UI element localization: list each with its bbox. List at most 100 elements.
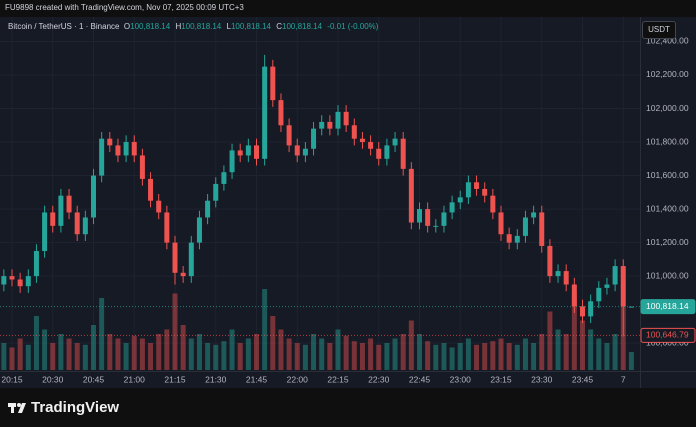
- candle-body: [74, 212, 80, 235]
- x-tick-label: 22:45: [409, 374, 431, 384]
- x-tick-label: 23:15: [490, 374, 512, 384]
- volume-bar: [188, 338, 194, 370]
- x-tick-label: 23:45: [572, 374, 594, 384]
- ohlc-value: 100,818.14: [230, 22, 271, 31]
- volume-bar: [628, 352, 634, 370]
- candle-body: [612, 266, 618, 285]
- volume-bar: [376, 344, 382, 370]
- candle-body: [1, 276, 7, 285]
- volume-bar: [343, 335, 349, 370]
- candle-body: [555, 271, 561, 277]
- volume-bar: [229, 329, 235, 370]
- volume-bar: [205, 343, 211, 370]
- candle-body: [506, 234, 512, 243]
- candle-body: [384, 145, 390, 159]
- volume-bar: [196, 334, 202, 370]
- x-tick-label: 21:00: [124, 374, 146, 384]
- volume-bar: [17, 338, 23, 370]
- volume-bar: [33, 316, 39, 370]
- candle-body: [628, 306, 634, 308]
- volume-bar: [425, 341, 431, 370]
- candle-body: [498, 212, 504, 235]
- candle-body: [245, 145, 251, 156]
- price-label-box: [640, 327, 696, 343]
- x-tick-label: 21:45: [246, 374, 268, 384]
- volume-bar: [441, 343, 447, 370]
- candle-body: [449, 202, 455, 213]
- volume-bar: [9, 347, 15, 370]
- volume-bar: [392, 338, 398, 370]
- candle-body: [441, 212, 447, 226]
- x-tick-label: 7: [621, 374, 626, 384]
- volume-bar: [547, 311, 553, 370]
- y-tick-label: 101,000.00: [646, 270, 689, 280]
- volume-bar: [156, 334, 162, 370]
- ohlc-key: O: [123, 22, 131, 31]
- candle-body: [588, 301, 594, 317]
- change: -0.01 (-0.00%): [327, 22, 379, 31]
- volume-bar: [262, 289, 268, 370]
- volume-bar: [400, 334, 406, 370]
- price-label-box: [640, 299, 696, 315]
- volume-bar: [221, 341, 227, 370]
- candle-body: [229, 150, 235, 173]
- volume-bar: [563, 334, 569, 370]
- ohlc-key: L: [226, 22, 231, 31]
- candle-body: [580, 306, 585, 317]
- candle-body: [205, 200, 211, 218]
- volume-bar: [115, 338, 121, 370]
- x-tick-label: 20:15: [1, 374, 23, 384]
- candle-body: [465, 182, 471, 198]
- candle-body: [164, 212, 170, 243]
- candle-body: [302, 148, 308, 156]
- volume-bar: [148, 343, 154, 370]
- volume-bar: [123, 343, 129, 370]
- volume-bar: [596, 338, 602, 370]
- y-tick-label: 102,400.00: [646, 36, 689, 46]
- candle-body: [433, 225, 439, 227]
- candle-body: [50, 212, 56, 226]
- candle-body: [294, 145, 300, 156]
- volume-bar: [433, 344, 439, 370]
- candle-body: [131, 142, 137, 156]
- candle-body: [58, 195, 64, 226]
- price-label: 100,646.79: [646, 330, 689, 340]
- candle-body: [66, 195, 72, 213]
- volume-bar: [278, 329, 284, 370]
- volume-bar: [302, 344, 308, 370]
- ohlc-value: 100,818.14: [130, 22, 171, 31]
- legend: Bitcoin / TetherUS · 1 · Binance O100,81…: [8, 22, 381, 31]
- ohlc-key: H: [175, 22, 182, 31]
- candle-body: [539, 212, 545, 246]
- volume-bar: [612, 334, 618, 370]
- x-tick-label: 22:15: [327, 374, 349, 384]
- x-tick-label: 22:30: [368, 374, 390, 384]
- y-tick-label: 101,200.00: [646, 237, 689, 247]
- x-tick-label: 22:00: [287, 374, 309, 384]
- volume-bar: [180, 325, 186, 370]
- candle-body: [335, 111, 341, 129]
- candle-body: [115, 145, 121, 156]
- currency-button[interactable]: USDT: [642, 21, 676, 39]
- x-tick-label: 20:30: [42, 374, 64, 384]
- volume-bar: [539, 334, 545, 370]
- volume-bar: [327, 343, 333, 370]
- volume-bar: [588, 329, 594, 370]
- candle-body: [278, 100, 284, 126]
- candle-body: [196, 217, 202, 243]
- volume-bar: [25, 344, 31, 370]
- candle-body: [311, 128, 317, 149]
- volume-bar: [58, 334, 64, 370]
- volume-bar: [42, 329, 48, 370]
- candle-body: [482, 188, 488, 196]
- candle-body: [359, 138, 365, 143]
- volume-bar: [1, 343, 7, 370]
- x-tick-label: 20:45: [83, 374, 105, 384]
- volume-bar: [522, 338, 528, 370]
- candle-body: [139, 155, 145, 179]
- volume-bar: [555, 329, 561, 370]
- volume-bar: [474, 344, 480, 370]
- candle-body: [107, 138, 113, 146]
